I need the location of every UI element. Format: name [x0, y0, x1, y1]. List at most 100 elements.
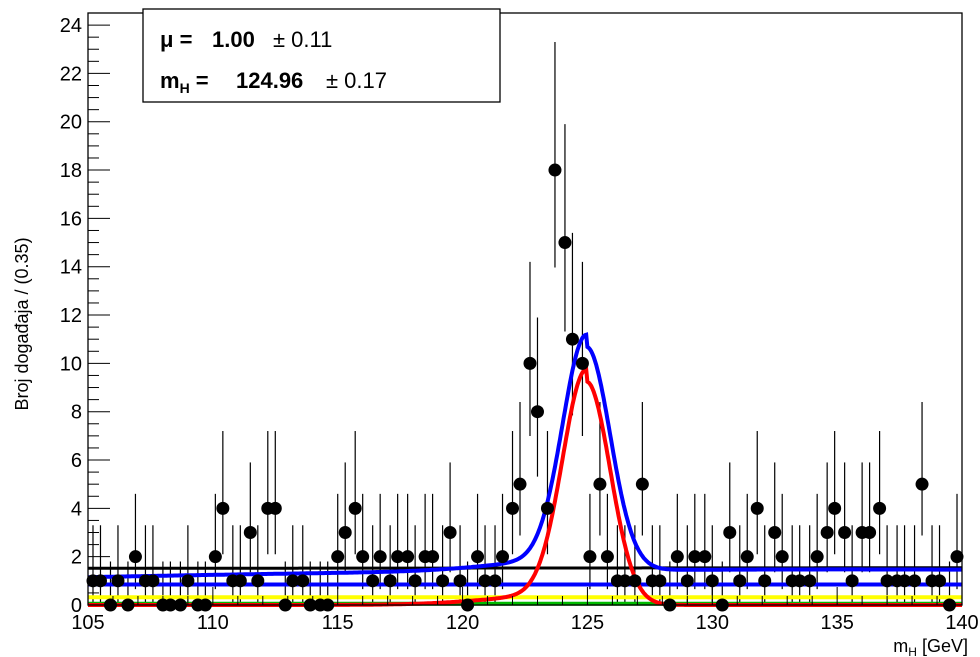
data-point	[268, 501, 282, 515]
data-point	[548, 163, 562, 177]
data-point	[146, 574, 160, 588]
data-point	[506, 501, 520, 515]
data-point	[705, 574, 719, 588]
data-point	[478, 574, 492, 588]
data-point	[775, 550, 789, 564]
data-point	[863, 526, 877, 540]
fit-results-frame	[142, 8, 501, 103]
data-point	[471, 550, 485, 564]
y-tick-label: 14	[60, 257, 82, 279]
data-point	[356, 550, 370, 564]
data-point	[653, 574, 667, 588]
data-point	[216, 501, 230, 515]
y-tick-label: 12	[60, 305, 82, 327]
data-point	[426, 550, 440, 564]
data-point	[93, 574, 107, 588]
y-tick-label: 10	[60, 353, 82, 375]
data-point	[488, 574, 502, 588]
data-point	[251, 574, 265, 588]
fit-curves	[88, 332, 962, 607]
data-point	[820, 526, 834, 540]
y-axis-title: Broj događaja / (0.35)	[12, 237, 32, 410]
mh-error: ± 0.17	[326, 68, 387, 93]
mh-value: 124.96	[236, 68, 303, 93]
y-tick-label: 24	[60, 15, 82, 37]
y-tick-label: 4	[71, 498, 82, 520]
data-point	[600, 550, 614, 564]
mu-error: ± 0.11	[273, 27, 332, 52]
data-point	[618, 574, 632, 588]
data-point	[530, 405, 544, 419]
data-point	[401, 550, 415, 564]
data-point	[810, 550, 824, 564]
data-point	[803, 574, 817, 588]
data-point	[373, 550, 387, 564]
data-point	[723, 526, 737, 540]
data-point	[523, 356, 537, 370]
data-point	[768, 526, 782, 540]
y-tick-label: 16	[60, 208, 82, 230]
data-point	[565, 332, 579, 346]
data-markers	[86, 163, 964, 612]
data-point	[496, 550, 510, 564]
y-tick-label: 20	[60, 112, 82, 134]
data-point	[513, 477, 527, 491]
data-point	[680, 574, 694, 588]
data-point	[670, 550, 684, 564]
data-point	[348, 501, 362, 515]
fit-results-box: μ = 1.00 ± 0.11 mH = 124.96 ± 0.17	[142, 8, 501, 103]
y-tick-label: 22	[60, 63, 82, 85]
data-point	[540, 501, 554, 515]
data-point	[331, 550, 345, 564]
data-point	[828, 501, 842, 515]
mu-label: μ =	[160, 27, 192, 52]
y-tick-label: 18	[60, 160, 82, 182]
data-point	[383, 574, 397, 588]
data-point	[880, 574, 894, 588]
y-tick-label: 0	[71, 595, 82, 617]
data-point	[635, 477, 649, 491]
x-axis-title: mH [GeV]	[893, 636, 968, 657]
plot-frame	[87, 12, 963, 606]
data-point	[181, 574, 195, 588]
data-point	[208, 550, 222, 564]
data-point	[233, 574, 247, 588]
data-point	[436, 574, 450, 588]
y-tick-label: 8	[71, 402, 82, 424]
error-bars	[92, 41, 958, 605]
data-point	[111, 574, 125, 588]
data-point	[558, 236, 572, 250]
data-point	[873, 501, 887, 515]
data-point	[338, 526, 352, 540]
data-point	[128, 550, 142, 564]
x-tick-label: 120	[446, 612, 479, 634]
data-point	[443, 526, 457, 540]
data-point	[628, 574, 642, 588]
data-point	[391, 550, 405, 564]
total-fit-curve	[88, 332, 962, 580]
data-point	[838, 526, 852, 540]
data-point	[453, 574, 467, 588]
data-point	[950, 550, 964, 564]
x-tick-label: 135	[820, 612, 853, 634]
data-point	[243, 526, 257, 540]
data-point	[740, 550, 754, 564]
x-tick-label: 115	[322, 612, 354, 634]
data-point	[933, 574, 947, 588]
data-point	[793, 574, 807, 588]
y-tick-label: 2	[71, 547, 82, 569]
data-point	[583, 550, 597, 564]
data-point	[593, 477, 607, 491]
x-tick-label: 110	[197, 612, 229, 634]
x-tick-label: 130	[696, 612, 729, 634]
data-point	[845, 574, 859, 588]
data-point	[296, 574, 310, 588]
data-point	[698, 550, 712, 564]
data-point	[750, 501, 764, 515]
data-point	[688, 550, 702, 564]
x-tick-label: 105	[71, 612, 104, 634]
data-point	[408, 574, 422, 588]
mh-label: mH =	[160, 68, 209, 96]
data-point	[915, 477, 929, 491]
